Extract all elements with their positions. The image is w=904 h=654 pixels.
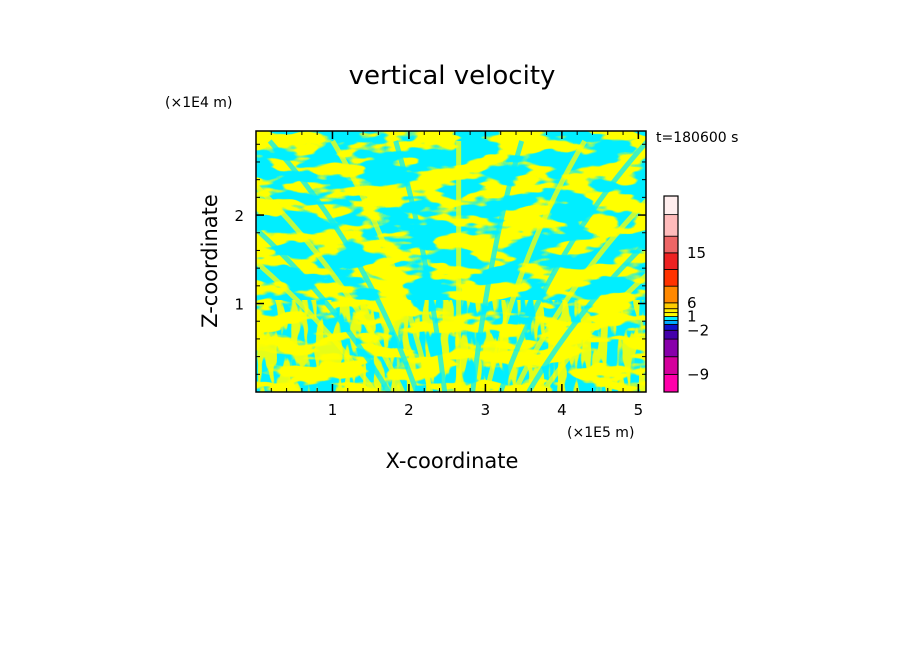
time-label: t=180600 s — [656, 130, 738, 146]
colorbar-segment — [663, 195, 679, 216]
wave-band — [330, 139, 434, 392]
wave-band — [256, 258, 377, 392]
colorbar-segment — [663, 373, 679, 393]
colorbar-segment — [663, 338, 679, 358]
wave-band — [484, 139, 587, 392]
wave-band — [256, 182, 405, 392]
colorbar-segment — [663, 316, 679, 321]
y-axis: 12 — [234, 143, 646, 375]
colorbar-segment — [663, 356, 679, 375]
colorbar-segment — [663, 285, 679, 304]
colorbar-tick-label: −2 — [687, 321, 709, 339]
x-tick-label: 2 — [404, 401, 414, 419]
x-unit-label: (×1E5 m) — [567, 425, 634, 441]
plot-frame — [255, 130, 647, 393]
wave-band — [512, 197, 646, 392]
x-axis: 1 2 3 4 5 — [270, 131, 644, 419]
colorbar-segment — [663, 302, 679, 310]
colorbar-segment — [663, 323, 679, 331]
wave-band — [498, 139, 646, 392]
y-axis-label: Z-coordinate — [198, 194, 222, 328]
y-tick-label: 2 — [234, 207, 244, 225]
colorbar-segment — [663, 320, 679, 325]
wave-band — [393, 140, 448, 392]
colorbar-tick-label: 15 — [687, 244, 706, 262]
heatmap-field — [256, 131, 646, 392]
x-tick-label: 1 — [328, 401, 338, 419]
colorbar-segment — [663, 252, 679, 270]
colorbar-tick-label: −9 — [687, 365, 709, 383]
colorbar-segment — [663, 329, 679, 340]
wave-band — [256, 225, 391, 392]
field-fine-structure — [256, 300, 646, 392]
colorbar-tick-label: 1 — [687, 308, 697, 326]
x-axis-label: X-coordinate — [386, 449, 519, 473]
colorbar-frame — [663, 195, 679, 393]
x-tick-label: 5 — [634, 401, 644, 419]
colorbar: 15 61−2 −9 — [663, 195, 709, 393]
chart-title: vertical velocity — [349, 61, 556, 91]
colorbar-segment — [663, 312, 679, 317]
x-tick-label: 3 — [481, 401, 491, 419]
colorbar-segment — [663, 235, 679, 254]
colorbar-segment — [663, 269, 679, 287]
colorbar-segment — [663, 214, 679, 237]
colorbar-tick-label: 6 — [687, 294, 697, 312]
wave-band — [267, 139, 420, 392]
x-tick-label: 4 — [557, 401, 567, 419]
y-tick-label: 1 — [234, 296, 244, 314]
wave-band — [540, 272, 646, 392]
y-unit-label: (×1E4 m) — [165, 95, 232, 111]
wave-bands — [256, 139, 646, 392]
wave-band — [470, 140, 525, 392]
colorbar-segment — [663, 308, 679, 314]
wave-band — [526, 239, 646, 392]
